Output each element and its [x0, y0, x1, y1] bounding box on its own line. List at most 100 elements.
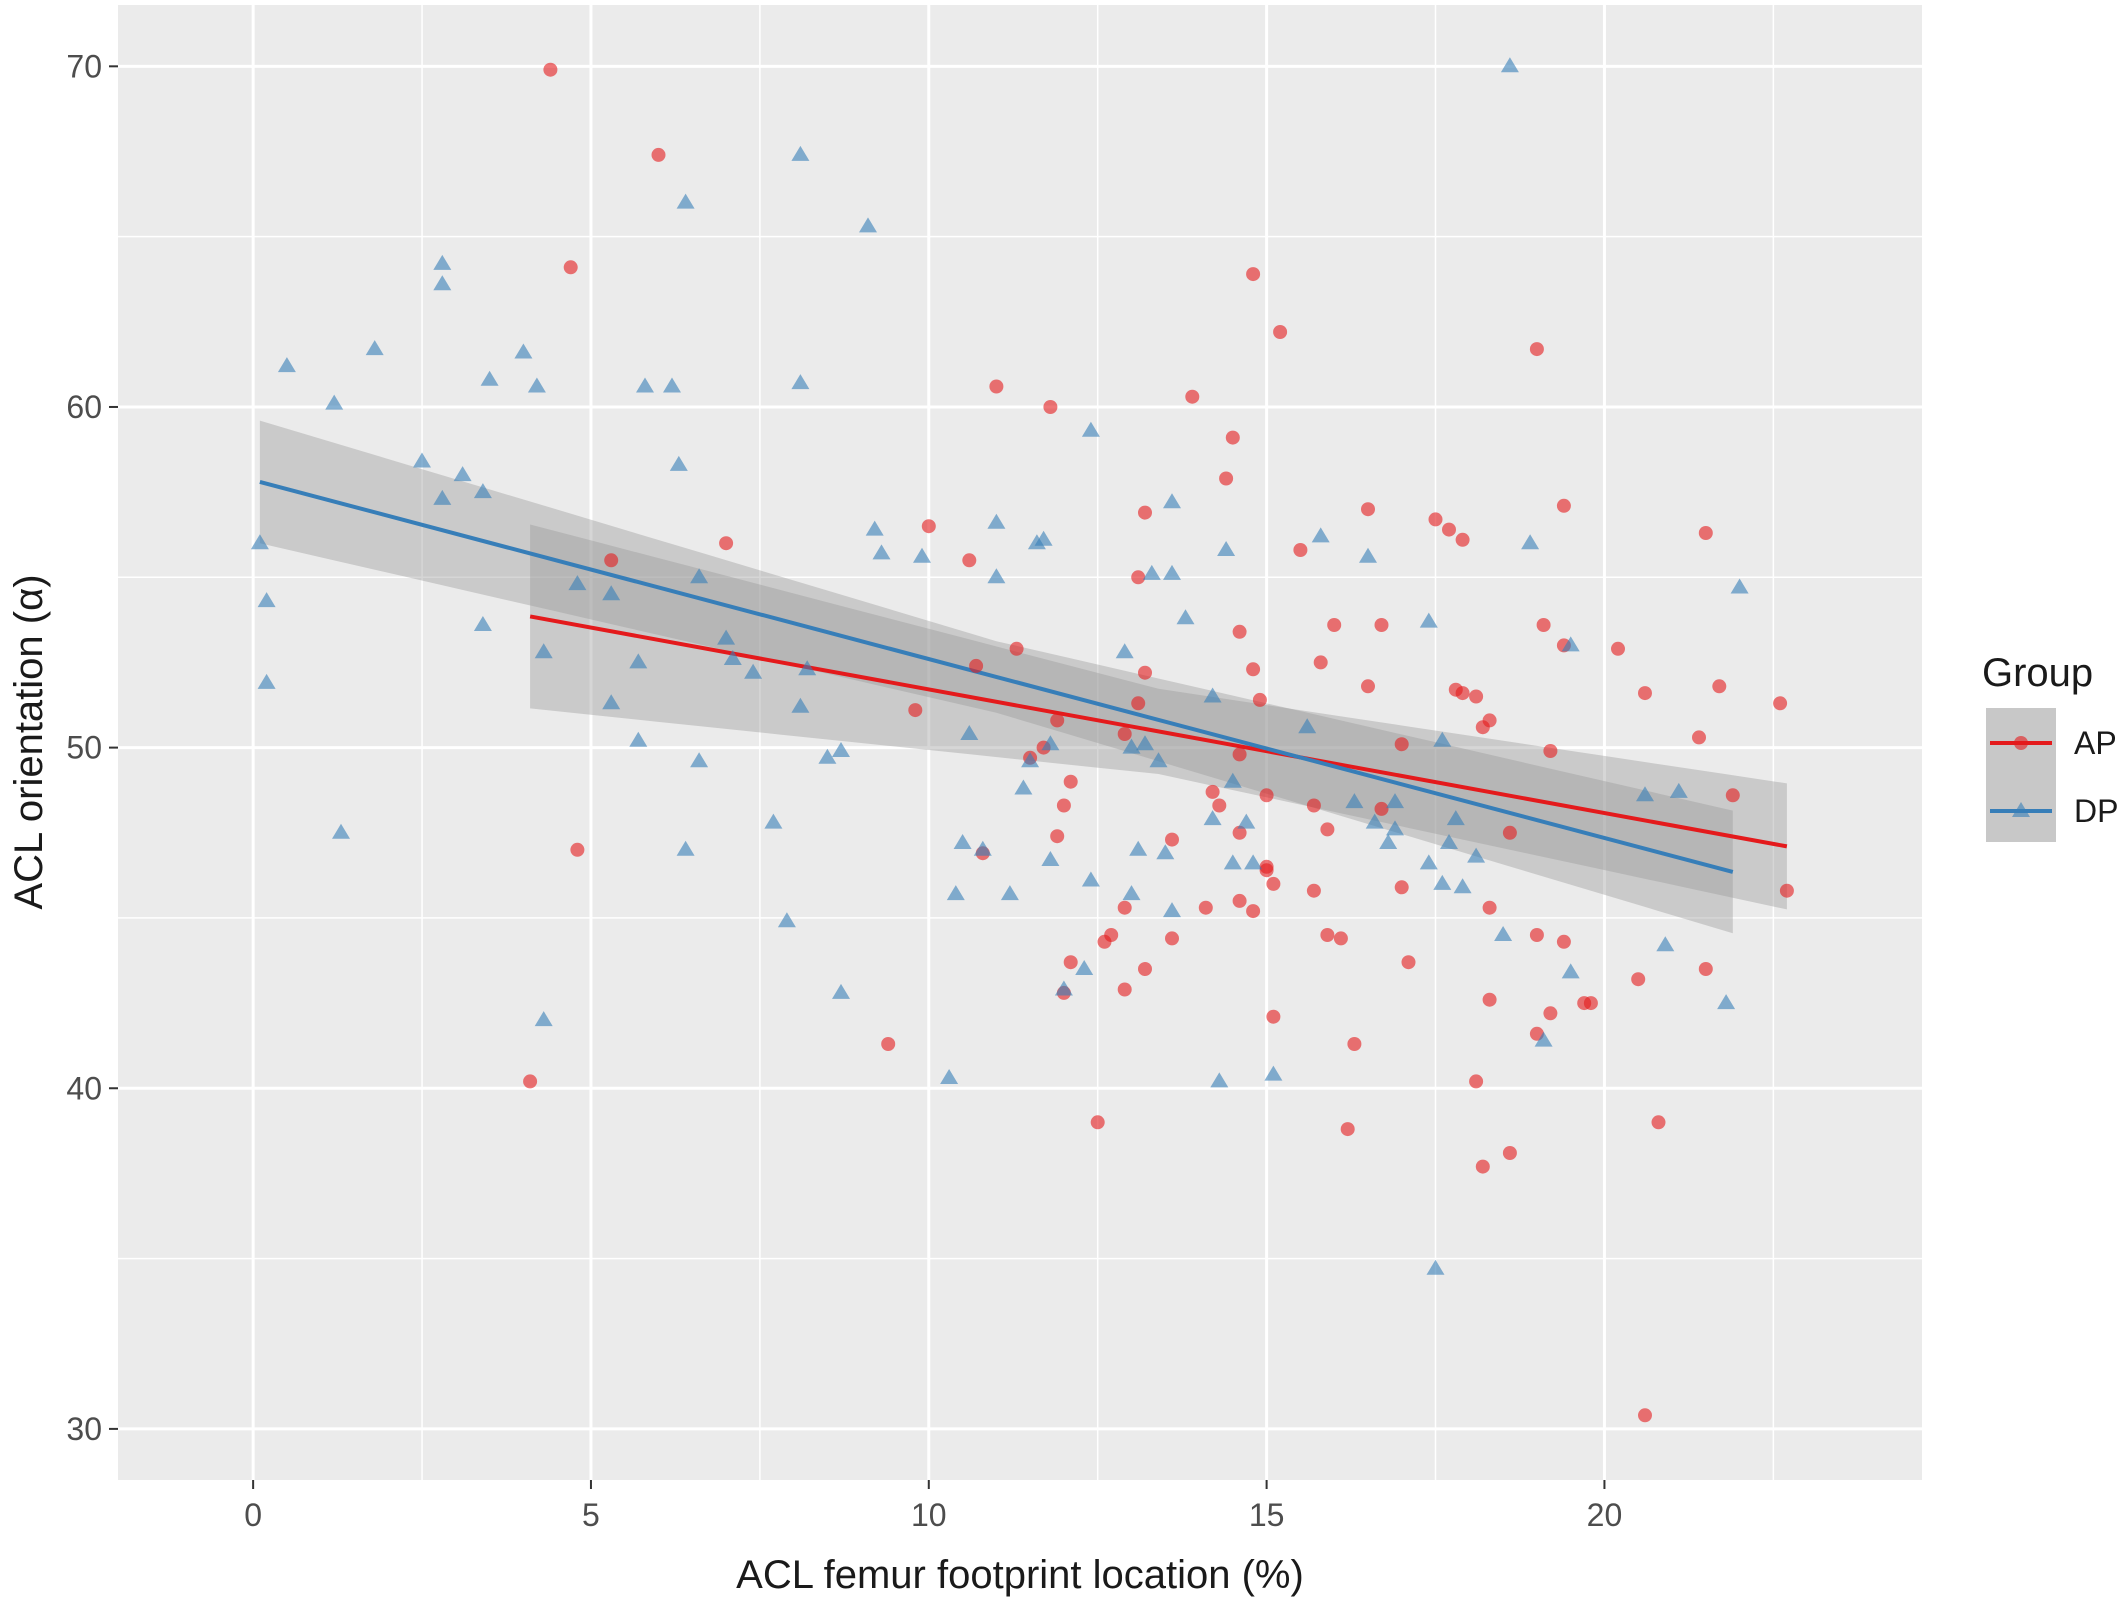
- point-dp: [1419, 612, 1438, 628]
- point-dp: [433, 489, 452, 505]
- point-dp: [365, 340, 384, 356]
- fit-line-ap: [529, 614, 1788, 849]
- axis-layer: 0 5 10 15 20 30 40 50 60 70: [66, 48, 1622, 1533]
- point-ap: [1117, 727, 1132, 741]
- point-ap: [1138, 962, 1152, 976]
- point-dp: [1656, 936, 1675, 952]
- point-ap: [962, 553, 977, 568]
- point-ap: [1611, 641, 1625, 656]
- point-dp: [453, 466, 472, 482]
- point-dp: [534, 643, 553, 659]
- point-dp: [859, 217, 877, 233]
- point-dp: [744, 663, 763, 679]
- point-ap: [1455, 532, 1470, 547]
- point-ap: [1225, 430, 1240, 445]
- y-tick-label: 60: [66, 389, 102, 425]
- x-tick-label: 0: [244, 1497, 262, 1533]
- point-dp: [433, 275, 452, 291]
- point-dp: [1217, 541, 1236, 556]
- point-ap: [1442, 522, 1456, 537]
- point-dp: [568, 575, 587, 591]
- point-dp: [1561, 963, 1580, 979]
- point-dp: [1054, 980, 1073, 996]
- point-dp: [676, 193, 695, 209]
- point-ap: [1327, 618, 1342, 632]
- point-ap: [563, 260, 578, 275]
- point-dp: [1521, 534, 1540, 550]
- point-ap: [1543, 1006, 1558, 1021]
- plot-panel: [118, 5, 1922, 1480]
- point-dp: [1365, 813, 1384, 829]
- point-ap: [1246, 267, 1261, 282]
- point-dp: [1163, 564, 1181, 580]
- point-dp: [940, 1069, 959, 1084]
- point-dp: [1264, 1065, 1283, 1081]
- y-axis-title: ACL orientation (α): [7, 574, 51, 909]
- point-ap: [1361, 502, 1375, 517]
- point-dp: [1129, 840, 1148, 856]
- point-ap: [1638, 1408, 1652, 1423]
- point-dp: [1500, 57, 1519, 73]
- point-dp: [433, 254, 452, 270]
- point-dp: [332, 823, 350, 839]
- point-dp: [534, 1011, 553, 1027]
- point-dp: [1176, 609, 1195, 625]
- point-ap: [1333, 931, 1348, 946]
- point-ap: [1556, 934, 1571, 949]
- point-ap: [881, 1037, 896, 1051]
- point-ap: [1138, 505, 1152, 520]
- point-ap: [1266, 876, 1281, 891]
- point-dp: [1433, 874, 1452, 890]
- point-dp: [1419, 854, 1438, 870]
- point-dp: [832, 983, 850, 999]
- point-ap: [1543, 744, 1558, 758]
- point-ap: [1502, 1146, 1517, 1160]
- point-ap: [1131, 696, 1146, 711]
- point-ap: [1313, 655, 1328, 670]
- point-ap: [1401, 955, 1416, 970]
- point-ap: [1259, 863, 1274, 878]
- point-ap: [1063, 955, 1078, 970]
- point-dp: [527, 377, 546, 393]
- point-dp: [1379, 834, 1398, 849]
- point-ap: [570, 842, 585, 857]
- point-dp: [1494, 926, 1513, 941]
- point-ap: [1259, 788, 1274, 803]
- point-ap: [1469, 1074, 1484, 1089]
- point-dp: [791, 374, 810, 390]
- point-dp: [791, 697, 810, 713]
- confidence-band-ap: [530, 524, 1787, 910]
- point-dp: [1730, 578, 1749, 594]
- point-dp: [1163, 493, 1181, 509]
- y-tick-label: 50: [66, 730, 102, 766]
- legend-label-dp: DP: [2074, 793, 2118, 829]
- point-dp: [1081, 871, 1100, 887]
- point-dp: [1223, 772, 1242, 788]
- point-ap: [1232, 825, 1247, 840]
- point-dp: [987, 513, 1006, 529]
- point-dp: [1453, 878, 1472, 894]
- point-dp: [669, 455, 688, 471]
- point-ap: [651, 147, 666, 162]
- point-ap: [1212, 798, 1227, 813]
- point-dp: [953, 834, 972, 849]
- point-ap: [1117, 900, 1132, 915]
- point-dp: [1149, 752, 1168, 768]
- point-ap: [1266, 1009, 1281, 1024]
- point-ap: [1394, 737, 1409, 752]
- point-dp: [987, 568, 1006, 584]
- legend-marker-dp: [2012, 802, 2030, 817]
- point-ap: [1219, 471, 1234, 486]
- point-dp: [690, 752, 709, 768]
- legend: Group AP DP: [1982, 651, 2118, 842]
- point-ap: [1631, 972, 1646, 987]
- point-dp: [1075, 960, 1094, 975]
- point-dp: [257, 673, 276, 689]
- point-ap: [1475, 720, 1490, 735]
- point-dp: [1717, 994, 1736, 1010]
- point-ap: [1056, 798, 1071, 813]
- point-dp: [1345, 793, 1364, 809]
- point-ap: [1273, 325, 1288, 339]
- points-layer: [250, 57, 1794, 1423]
- x-tick-label: 10: [911, 1497, 947, 1533]
